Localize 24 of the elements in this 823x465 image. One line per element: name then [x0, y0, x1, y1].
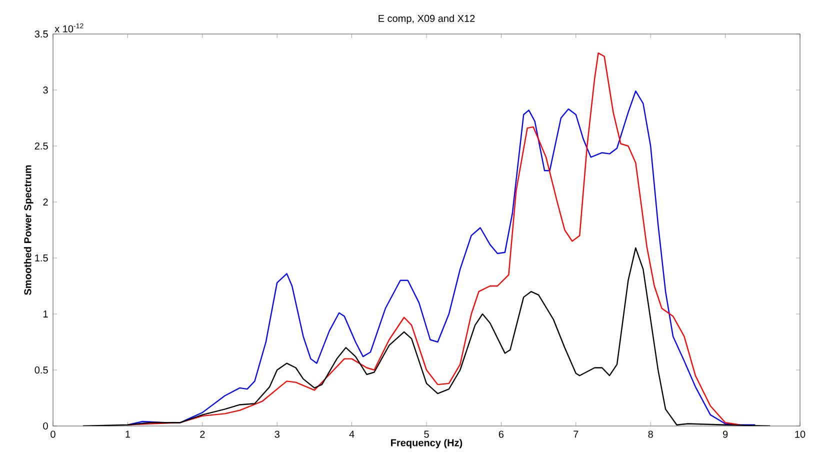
y-tick-label: 2.5: [34, 142, 48, 150]
x-tick-label: 6: [498, 430, 504, 438]
y-tick-label: 0: [43, 422, 48, 430]
y-tick-label: 3: [43, 86, 48, 94]
chart-title: E comp, X09 and X12: [378, 14, 475, 24]
line-series: [82, 247, 771, 426]
y-tick-label: 0.5: [34, 366, 48, 374]
x-tick-label: 2: [200, 430, 205, 438]
x-tick-label: 10: [795, 430, 806, 438]
y-tick-label: 3.5: [34, 30, 48, 38]
x-tick-label: 3: [274, 430, 280, 438]
x-tick-label: 5: [424, 430, 429, 438]
y-axis-title: Smoothed Power Spectrum: [24, 165, 34, 295]
x-axis-title: Frequency (Hz): [391, 438, 462, 448]
text: x 10$^{-12}$: [54, 23, 84, 32]
y-tick-label: 1.5: [35, 254, 48, 262]
y-tick-label: 1: [43, 310, 48, 318]
y-tick-label: 2: [43, 198, 48, 206]
x-tick-label: 7: [574, 430, 578, 438]
x-tick-label: 8: [648, 430, 653, 438]
x-tick-label: 0: [50, 430, 56, 438]
x-tick-label: 9: [722, 430, 728, 438]
x-tick-label: 4: [349, 430, 354, 438]
x-tick-label: 1: [126, 430, 130, 438]
